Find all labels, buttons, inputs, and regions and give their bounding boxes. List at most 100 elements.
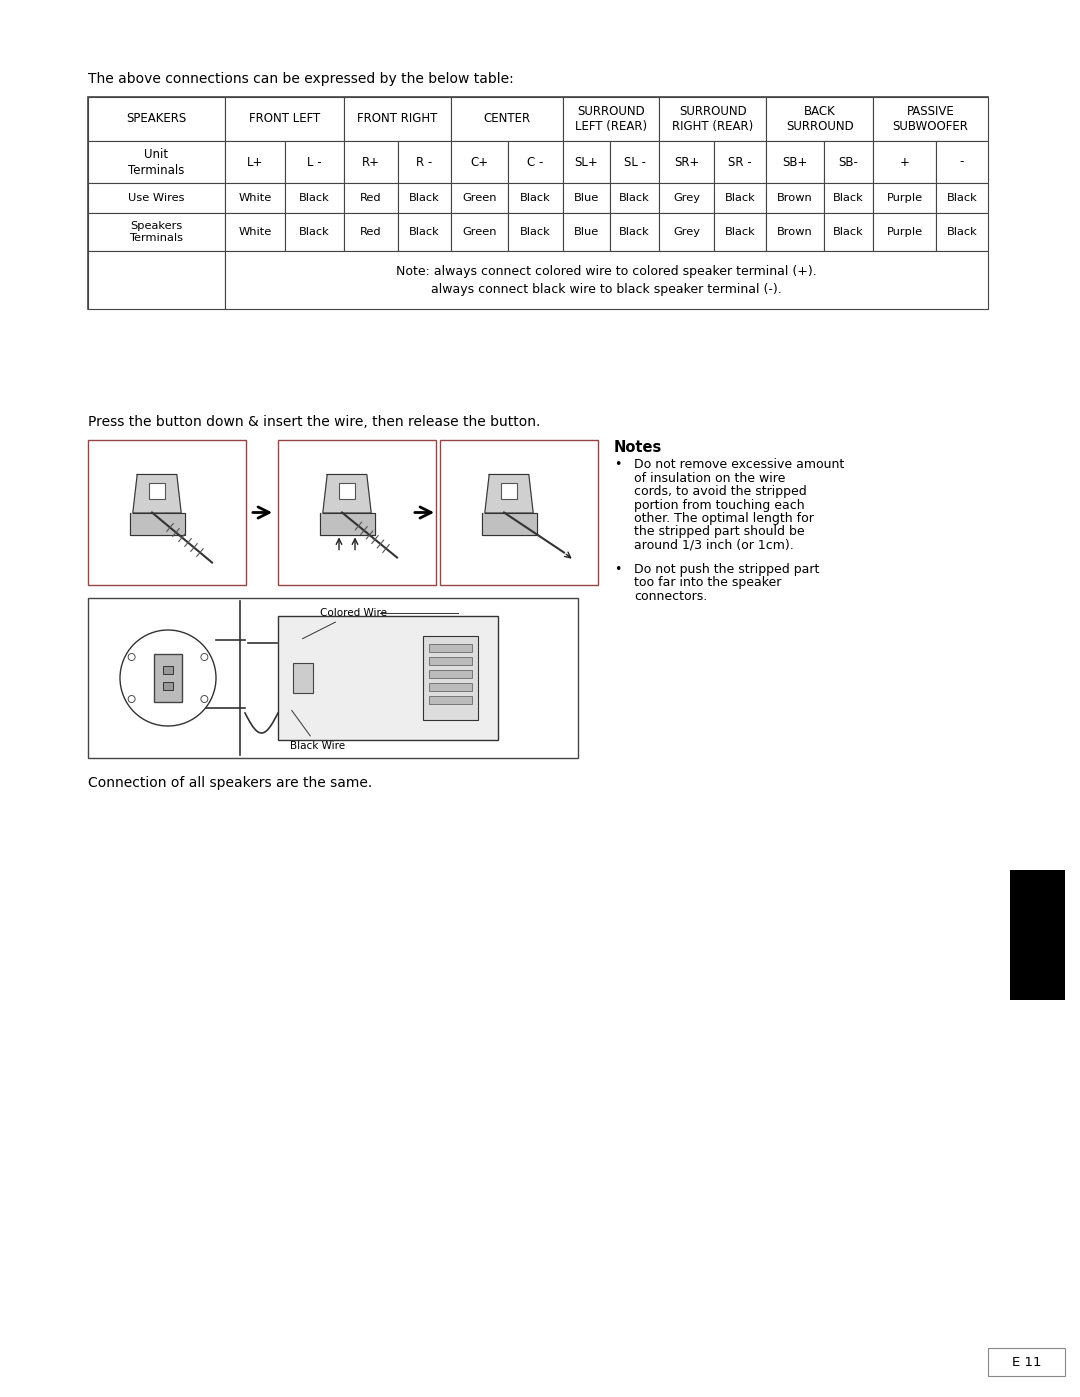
Bar bbox=[285, 141, 343, 183]
Text: SL -: SL - bbox=[623, 155, 646, 169]
Text: portion from touching each: portion from touching each bbox=[634, 499, 805, 511]
Bar bbox=[163, 666, 173, 673]
Polygon shape bbox=[482, 513, 537, 535]
Text: Blue: Blue bbox=[573, 193, 599, 203]
Bar bbox=[610, 141, 659, 183]
Bar bbox=[508, 183, 563, 212]
Bar bbox=[343, 183, 399, 212]
Text: White: White bbox=[239, 226, 271, 237]
Text: E 11: E 11 bbox=[1012, 1355, 1041, 1369]
Text: Note: always connect colored wire to colored speaker terminal (+).
always connec: Note: always connect colored wire to col… bbox=[396, 264, 816, 296]
Bar bbox=[610, 212, 659, 251]
Bar bbox=[429, 683, 472, 692]
Bar bbox=[343, 212, 399, 251]
Text: Black: Black bbox=[833, 226, 864, 237]
Text: of insulation on the wire: of insulation on the wire bbox=[634, 472, 785, 485]
Circle shape bbox=[201, 654, 207, 661]
Text: Black Wire: Black Wire bbox=[291, 710, 346, 752]
Text: SB+: SB+ bbox=[782, 155, 808, 169]
Text: •: • bbox=[615, 563, 621, 576]
Text: Speakers
Terminals: Speakers Terminals bbox=[130, 221, 184, 243]
Text: SL+: SL+ bbox=[575, 155, 598, 169]
Text: PASSIVE
SUBWOOFER: PASSIVE SUBWOOFER bbox=[893, 105, 969, 133]
Bar bbox=[450, 183, 508, 212]
Text: SB-: SB- bbox=[838, 155, 859, 169]
Text: SURROUND
LEFT (REAR): SURROUND LEFT (REAR) bbox=[575, 105, 647, 133]
Bar bbox=[936, 141, 988, 183]
Bar bbox=[508, 141, 563, 183]
Text: BACK
SURROUND: BACK SURROUND bbox=[786, 105, 853, 133]
Bar bbox=[225, 183, 285, 212]
Bar bbox=[824, 141, 874, 183]
Bar bbox=[87, 212, 225, 251]
Bar bbox=[429, 657, 472, 665]
Bar bbox=[87, 96, 988, 309]
Bar bbox=[423, 636, 478, 719]
Text: Do not remove excessive amount: Do not remove excessive amount bbox=[634, 458, 845, 471]
Bar bbox=[285, 212, 343, 251]
Text: SR -: SR - bbox=[728, 155, 752, 169]
Circle shape bbox=[201, 696, 207, 703]
Bar bbox=[659, 141, 714, 183]
Text: Red: Red bbox=[361, 226, 382, 237]
Text: Connection of all speakers are the same.: Connection of all speakers are the same. bbox=[87, 775, 373, 789]
Bar bbox=[450, 141, 508, 183]
Text: Do not push the stripped part: Do not push the stripped part bbox=[634, 563, 820, 576]
Bar bbox=[936, 183, 988, 212]
Bar bbox=[87, 251, 225, 309]
Bar bbox=[450, 212, 508, 251]
Bar bbox=[659, 212, 714, 251]
Text: C+: C+ bbox=[470, 155, 488, 169]
Text: Brown: Brown bbox=[778, 226, 813, 237]
Text: Purple: Purple bbox=[887, 226, 922, 237]
Bar bbox=[343, 96, 450, 141]
Text: Press the button down & insert the wire, then release the button.: Press the button down & insert the wire,… bbox=[87, 415, 540, 429]
Bar bbox=[988, 1348, 1065, 1376]
Text: Green: Green bbox=[462, 193, 497, 203]
Bar bbox=[563, 212, 610, 251]
Polygon shape bbox=[133, 475, 181, 513]
Text: Black: Black bbox=[833, 193, 864, 203]
Bar bbox=[225, 251, 988, 309]
Text: SURROUND
RIGHT (REAR): SURROUND RIGHT (REAR) bbox=[672, 105, 754, 133]
Bar bbox=[563, 183, 610, 212]
Text: L+: L+ bbox=[246, 155, 264, 169]
Bar bbox=[343, 141, 399, 183]
Text: Black: Black bbox=[299, 193, 329, 203]
Bar bbox=[225, 212, 285, 251]
Bar bbox=[936, 212, 988, 251]
Text: Use Wires: Use Wires bbox=[129, 193, 185, 203]
Bar bbox=[278, 440, 436, 585]
Circle shape bbox=[120, 630, 216, 726]
Text: the stripped part should be: the stripped part should be bbox=[634, 525, 805, 538]
Text: Notes: Notes bbox=[615, 440, 662, 455]
Bar bbox=[824, 183, 874, 212]
Text: White: White bbox=[239, 193, 271, 203]
Bar bbox=[501, 483, 516, 499]
Text: other. The optimal length for: other. The optimal length for bbox=[634, 511, 814, 525]
Bar bbox=[874, 96, 988, 141]
Text: L -: L - bbox=[307, 155, 322, 169]
Text: C -: C - bbox=[527, 155, 543, 169]
Text: Black: Black bbox=[409, 226, 440, 237]
Text: FRONT LEFT: FRONT LEFT bbox=[248, 113, 320, 126]
Polygon shape bbox=[320, 513, 375, 535]
Bar bbox=[659, 96, 767, 141]
Text: Black: Black bbox=[519, 226, 551, 237]
Bar bbox=[339, 483, 354, 499]
Text: Black: Black bbox=[409, 193, 440, 203]
Polygon shape bbox=[130, 513, 185, 535]
Text: Grey: Grey bbox=[673, 193, 700, 203]
Bar bbox=[225, 96, 343, 141]
Bar bbox=[87, 141, 225, 183]
Bar bbox=[874, 141, 936, 183]
Text: Brown: Brown bbox=[778, 193, 813, 203]
Text: Black: Black bbox=[725, 226, 756, 237]
Text: Black: Black bbox=[725, 193, 756, 203]
Bar bbox=[767, 141, 824, 183]
Text: •: • bbox=[615, 458, 621, 471]
Text: The above connections can be expressed by the below table:: The above connections can be expressed b… bbox=[87, 73, 514, 87]
Text: Purple: Purple bbox=[887, 193, 922, 203]
Circle shape bbox=[129, 654, 135, 661]
Text: Black: Black bbox=[619, 226, 650, 237]
